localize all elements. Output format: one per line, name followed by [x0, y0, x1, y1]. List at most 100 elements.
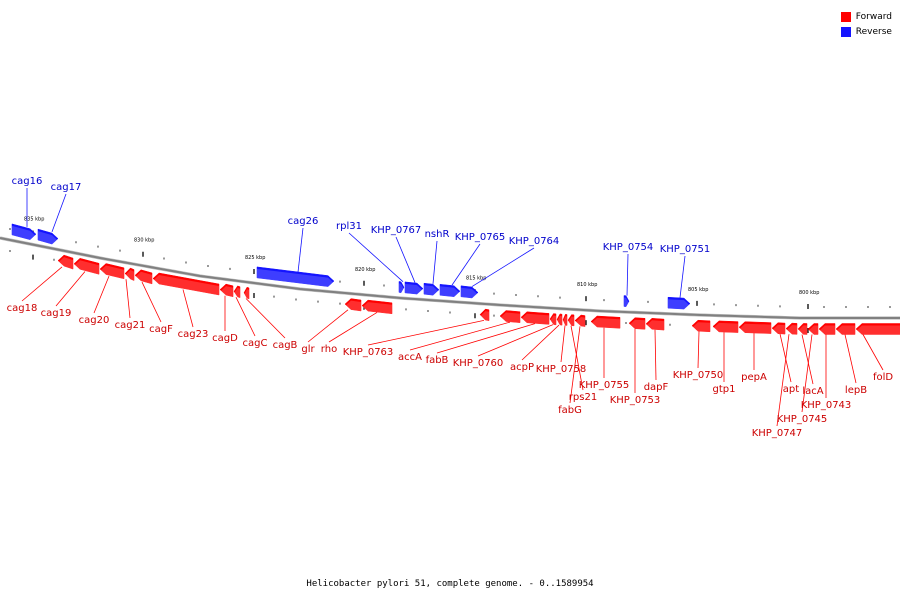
gene-highlight	[819, 325, 835, 337]
gene-highlight	[624, 297, 629, 309]
gene-KHP_0758[interactable]	[562, 314, 568, 326]
gene-KHP_0753[interactable]	[628, 317, 646, 330]
legend-item-reverse: Reverse	[840, 24, 892, 39]
gene-highlight	[836, 325, 855, 337]
gene-label-KHP_0760: KHP_0760	[453, 358, 504, 369]
gene-label-folD: folD	[873, 372, 893, 383]
legend-swatch-forward	[840, 11, 851, 22]
gene-nshR[interactable]	[423, 282, 440, 296]
kbp-tick-label: 810 kbp	[577, 282, 597, 288]
gene-label-KHP_0765: KHP_0765	[455, 232, 506, 243]
gene-folD[interactable]	[855, 323, 900, 335]
gene-label-KHP_0767: KHP_0767	[371, 225, 422, 236]
leader-fabG	[569, 326, 581, 404]
leader-dapF	[654, 329, 657, 381]
gene-label-KHP_0745: KHP_0745	[777, 414, 828, 425]
gene-highlight	[220, 286, 233, 299]
gene-highlight	[500, 312, 520, 325]
backbone-layer	[0, 236, 900, 320]
gene-cagD[interactable]	[219, 283, 234, 298]
gene-cag23[interactable]	[152, 272, 220, 296]
gene-KHP_0764[interactable]	[460, 285, 479, 299]
gene-highlight	[550, 315, 556, 327]
gene-pepA[interactable]	[738, 321, 772, 334]
gene-accA[interactable]	[499, 310, 521, 323]
gene-cag20[interactable]	[99, 263, 125, 280]
gene-cag26[interactable]	[256, 266, 335, 287]
gene-highlight	[713, 322, 738, 335]
gene-KHP_0745[interactable]	[807, 323, 819, 335]
leader-KHP_0754	[626, 253, 629, 296]
gene-rps21[interactable]	[567, 314, 575, 327]
gene-cag16[interactable]	[11, 223, 37, 240]
legend: Forward Reverse	[840, 9, 892, 39]
gene-cag17[interactable]	[37, 228, 59, 245]
gene-label-nshR: nshR	[425, 229, 450, 240]
gene-highlight	[125, 270, 134, 283]
gene-highlight	[153, 275, 219, 297]
gene-KHP_0754[interactable]	[623, 295, 630, 307]
gene-highlight	[798, 325, 807, 337]
gene-KHP_0755[interactable]	[590, 315, 621, 329]
gene-KHP_0765[interactable]	[439, 284, 461, 297]
gene-KHP_0743[interactable]	[818, 323, 836, 335]
gene-lacA[interactable]	[797, 323, 808, 335]
gene-rho[interactable]	[361, 299, 393, 315]
gene-label-KHP_0763: KHP_0763	[343, 347, 394, 358]
leader-KHP_0745	[801, 334, 813, 413]
leader-rho	[328, 312, 378, 343]
gene-label-KHP_0743: KHP_0743	[801, 400, 852, 411]
leader-lepB	[844, 334, 857, 384]
kbp-tick-label: 820 kbp	[355, 267, 375, 273]
gene-fabG[interactable]	[574, 314, 586, 327]
gene-highlight	[591, 318, 620, 331]
gene-label-cag20: cag20	[79, 315, 110, 326]
legend-item-forward: Forward	[840, 9, 892, 24]
gene-cagC[interactable]	[233, 285, 241, 299]
leader-folD	[862, 334, 884, 371]
gene-rpl31[interactable]	[398, 281, 405, 294]
gene-fabB[interactable]	[520, 311, 550, 325]
legend-label-reverse: Reverse	[855, 26, 892, 37]
gene-cag21[interactable]	[124, 267, 135, 281]
gene-gtp1[interactable]	[712, 320, 739, 333]
gene-cag18[interactable]	[57, 254, 74, 270]
gene-KHP_0763[interactable]	[479, 308, 490, 321]
gene-cagB[interactable]	[243, 286, 250, 300]
gene-label-KHP_0750: KHP_0750	[673, 370, 724, 381]
gene-KHP_0751[interactable]	[667, 296, 691, 310]
gene-highlight	[692, 322, 710, 334]
gene-highlight	[74, 260, 99, 277]
gene-label-rps21: rps21	[569, 392, 597, 403]
gene-apt[interactable]	[771, 322, 786, 335]
leader-glr	[307, 309, 349, 343]
gene-label-cag17: cag17	[51, 182, 82, 193]
gene-KHP_0747[interactable]	[785, 322, 798, 335]
gene-KHP_0767[interactable]	[404, 281, 424, 295]
gene-highlight	[424, 285, 439, 298]
gene-cagF[interactable]	[134, 269, 153, 285]
gene-label-KHP_0753: KHP_0753	[610, 395, 661, 406]
gene-label-accA: accA	[398, 352, 422, 363]
gene-cag19[interactable]	[73, 258, 100, 275]
leader-KHP_0767	[395, 236, 416, 283]
kbp-tick-label: 835 kbp	[24, 217, 44, 223]
gene-lepB[interactable]	[835, 323, 856, 335]
leader-KHP_0765	[451, 243, 481, 286]
gene-label-lacA: lacA	[802, 386, 823, 397]
leader-KHP_0747	[776, 334, 790, 427]
gene-KHP_0760[interactable]	[549, 313, 557, 326]
gene-highlight	[629, 319, 645, 332]
gene-acpP[interactable]	[556, 313, 563, 326]
leader-cag19	[55, 271, 86, 307]
gene-highlight	[786, 325, 797, 337]
leader-cag18	[21, 266, 63, 302]
leader-cag26	[297, 227, 304, 273]
kbp-tick-label: 800 kbp	[799, 290, 819, 296]
gene-KHP_0750[interactable]	[691, 319, 711, 333]
leader-cag21	[125, 279, 131, 319]
gene-glr[interactable]	[344, 298, 362, 312]
gene-dapF[interactable]	[645, 318, 665, 331]
leader-cag23	[182, 289, 194, 328]
gene-label-dapF: dapF	[644, 382, 669, 393]
